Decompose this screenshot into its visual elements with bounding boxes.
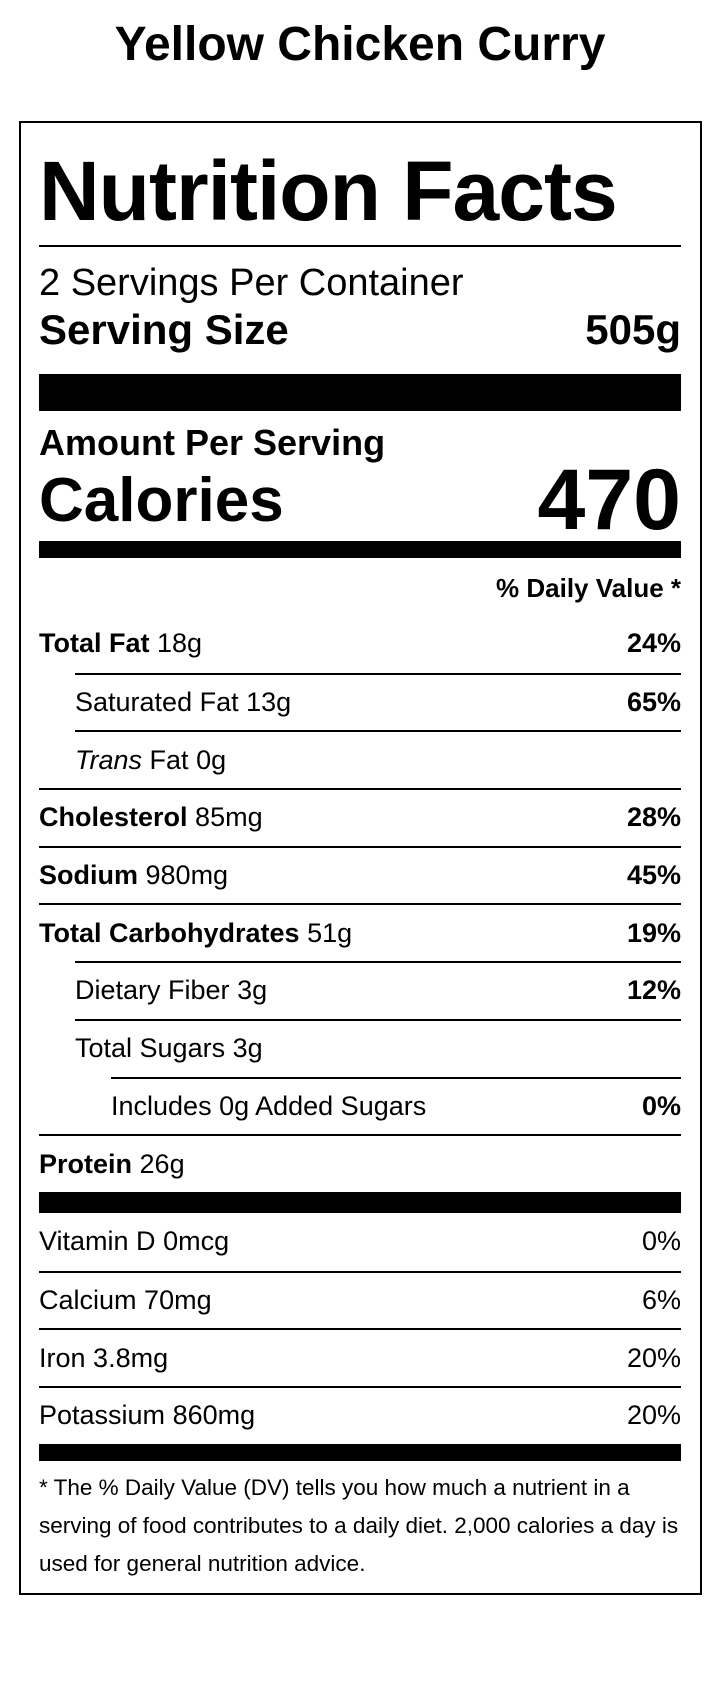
servings-per-container: 2 Servings Per Container: [39, 262, 464, 304]
nutrient-amount: 18g: [157, 628, 203, 659]
nutrient-row: Total Sugars 3g: [75, 1018, 681, 1077]
medium-bar: [39, 1443, 681, 1461]
nutrient-text: Includes 0g Added Sugars: [111, 1091, 426, 1122]
medium-bar: [39, 541, 681, 558]
nutrient-row: Cholesterol 85mg 28%: [39, 788, 681, 846]
nutrient-row: Trans Fat 0g: [75, 730, 681, 788]
nutrient-amount: 51g: [307, 917, 353, 948]
nutrient-text: Saturated Fat 13g: [75, 687, 291, 718]
daily-value: 0%: [641, 1226, 681, 1257]
daily-value: 20%: [626, 1400, 681, 1431]
nutrient-amount: 85mg: [195, 802, 263, 833]
nutrient-amount: 26g: [139, 1148, 185, 1179]
nutrient-name: Cholesterol: [39, 802, 188, 833]
amount-per-serving: Amount Per Serving: [39, 422, 386, 463]
nutrient-amount: 860mg: [172, 1400, 256, 1431]
serving-size-label: Serving Size: [39, 306, 289, 353]
daily-value: 0%: [641, 1090, 681, 1121]
nutrient-amount: 3g: [237, 975, 268, 1006]
thick-bar: [39, 374, 681, 411]
nutrient-text: Vitamin D 0mcg: [39, 1226, 229, 1257]
nutrient-text: Iron 3.8mg: [39, 1343, 168, 1374]
footnote: * The % Daily Value (DV) tells you how m…: [39, 1474, 679, 1576]
daily-value: 20%: [626, 1342, 681, 1373]
thick-bar: [39, 1191, 681, 1213]
nutrient-text: Calcium 70mg: [39, 1285, 212, 1316]
nutrient-row: Potassium 860mg 20%: [39, 1385, 681, 1444]
calories-label: Calories: [39, 465, 284, 535]
nutrient-text: Dietary Fiber 3g: [75, 975, 267, 1006]
daily-value: 6%: [641, 1284, 681, 1315]
nutrient-name: Calcium: [39, 1284, 137, 1315]
nutrient-name: Includes 0g Added Sugars: [111, 1090, 427, 1121]
nutrient-row: Iron 3.8mg 20%: [39, 1328, 681, 1386]
nutrient-name: Total Carbohydrates: [39, 917, 300, 948]
daily-value: 28%: [626, 802, 681, 833]
nutrient-row: Saturated Fat 13g 65%: [75, 672, 681, 731]
nutrient-amount: 3g: [232, 1033, 263, 1064]
nutrient-name: Fat: [149, 744, 189, 775]
nutrient-name: Iron: [39, 1342, 86, 1373]
nutrient-amount: 0g: [196, 744, 227, 775]
serving-size-value: 505g: [585, 306, 681, 353]
nutrient-italic: Trans: [75, 744, 143, 775]
nutrient-text: Cholesterol 85mg: [39, 802, 263, 833]
nutrient-row: Total Fat 18g 24%: [39, 615, 681, 673]
nutrient-amount: 0mcg: [163, 1226, 230, 1257]
nutrient-text: Total Fat 18g: [39, 628, 202, 659]
calories-block: Amount Per Serving Calories 470: [39, 411, 681, 548]
nutrient-name: Saturated Fat: [75, 687, 239, 718]
serving-info: 2 Servings Per Container Serving Size 50…: [39, 247, 681, 374]
nutrient-name: Protein: [39, 1148, 133, 1179]
nutrient-row: Dietary Fiber 3g 12%: [75, 961, 681, 1019]
label-heading: Nutrition Facts: [39, 123, 681, 247]
nutrient-name: Total Fat: [39, 628, 150, 659]
nutrient-row: Vitamin D 0mcg 0%: [39, 1213, 681, 1271]
nutrient-row: Includes 0g Added Sugars 0%: [111, 1076, 681, 1135]
serving-size: Serving Size 505g: [39, 305, 681, 355]
daily-value: 12%: [626, 975, 681, 1006]
daily-value: 45%: [626, 860, 681, 891]
daily-value-header: % Daily Value *: [496, 573, 681, 603]
calories: Calories 470: [39, 452, 681, 548]
nutrient-text: Protein 26g: [39, 1149, 185, 1180]
daily-value: 65%: [626, 687, 681, 718]
recipe-title: Yellow Chicken Curry: [114, 18, 606, 71]
nutrient-amount: 70mg: [144, 1284, 212, 1315]
nutrient-text: Total Sugars 3g: [75, 1033, 263, 1064]
nutrient-amount: 3.8mg: [93, 1342, 169, 1373]
nutrient-row: Total Carbohydrates 51g 19%: [39, 903, 681, 961]
nutrient-text: Total Carbohydrates 51g: [39, 918, 352, 949]
nutrient-list: Total Fat 18g 24% Saturated Fat 13g 65% Tran…: [39, 615, 681, 1192]
nutrient-row: Sodium 980mg 45%: [39, 845, 681, 904]
nutrient-text: Potassium 860mg: [39, 1400, 255, 1431]
daily-value: 24%: [626, 628, 681, 659]
daily-value: 19%: [626, 917, 681, 948]
nutrient-name: Total Sugars: [75, 1033, 226, 1064]
nutrient-row: Protein 26g: [39, 1134, 681, 1192]
nutrient-name: Dietary Fiber: [75, 975, 230, 1006]
nutrient-name: Sodium: [39, 860, 138, 891]
nutrient-row: Calcium 70mg 6%: [39, 1270, 681, 1329]
nutrient-amount: 13g: [246, 687, 292, 718]
calories-value: 470: [537, 451, 682, 548]
nutrient-name: Vitamin D: [39, 1226, 156, 1257]
nutrient-text: Sodium 980mg: [39, 860, 228, 891]
nutrient-name: Potassium: [39, 1400, 166, 1431]
nutrient-amount: 980mg: [145, 860, 229, 891]
vitamin-list: Vitamin D 0mcg 0% Calcium 70mg 6% Iron 3.8mg…: [39, 1213, 681, 1444]
nutrient-text: Trans Fat 0g: [75, 745, 226, 776]
nutrition-label: Nutrition Facts 2 Servings Per Container…: [19, 121, 702, 1595]
